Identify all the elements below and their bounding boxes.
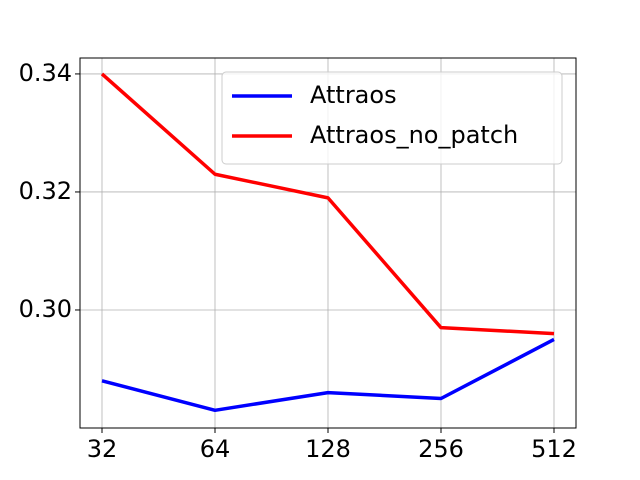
legend-label: Attraos bbox=[310, 81, 397, 109]
legend-box bbox=[221, 71, 563, 165]
x-tick-label: 512 bbox=[531, 435, 577, 463]
y-tick-label: 0.34 bbox=[19, 59, 72, 87]
x-tick-label: 128 bbox=[305, 435, 351, 463]
legend-label: Attraos_no_patch bbox=[310, 121, 518, 149]
y-tick-label: 0.30 bbox=[19, 295, 72, 323]
x-tick-label: 64 bbox=[200, 435, 231, 463]
x-tick-label: 32 bbox=[87, 435, 118, 463]
line bbox=[100, 72, 555, 336]
plot-frame bbox=[79, 57, 577, 429]
y-tick-label: 0.32 bbox=[19, 177, 72, 205]
x-tick-label: 256 bbox=[418, 435, 464, 463]
line bbox=[101, 337, 555, 413]
